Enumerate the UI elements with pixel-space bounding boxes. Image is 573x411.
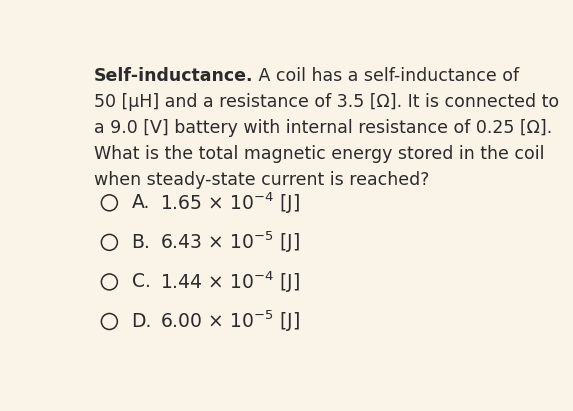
Text: B.: B. [132,233,151,252]
Text: A coil has a self-inductance of: A coil has a self-inductance of [253,67,520,85]
Text: What is the total magnetic energy stored in the coil: What is the total magnetic energy stored… [94,145,544,163]
Text: when steady-state current is reached?: when steady-state current is reached? [94,171,429,189]
Text: 1.65 $\times$ 10$^{-4}$ [J]: 1.65 $\times$ 10$^{-4}$ [J] [160,190,300,215]
Text: 6.43 $\times$ 10$^{-5}$ [J]: 6.43 $\times$ 10$^{-5}$ [J] [160,230,300,255]
Text: C.: C. [132,272,151,291]
Text: 50 [μH] and a resistance of 3.5 [Ω]. It is connected to: 50 [μH] and a resistance of 3.5 [Ω]. It … [94,92,559,111]
Text: a 9.0 [V] battery with internal resistance of 0.25 [Ω].: a 9.0 [V] battery with internal resistan… [94,119,552,136]
Text: D.: D. [132,312,152,331]
Text: 6.00 $\times$ 10$^{-5}$ [J]: 6.00 $\times$ 10$^{-5}$ [J] [160,309,300,334]
Text: A.: A. [132,193,150,212]
Text: 1.44 $\times$ 10$^{-4}$ [J]: 1.44 $\times$ 10$^{-4}$ [J] [160,269,300,295]
Text: Self-inductance.: Self-inductance. [94,67,253,85]
